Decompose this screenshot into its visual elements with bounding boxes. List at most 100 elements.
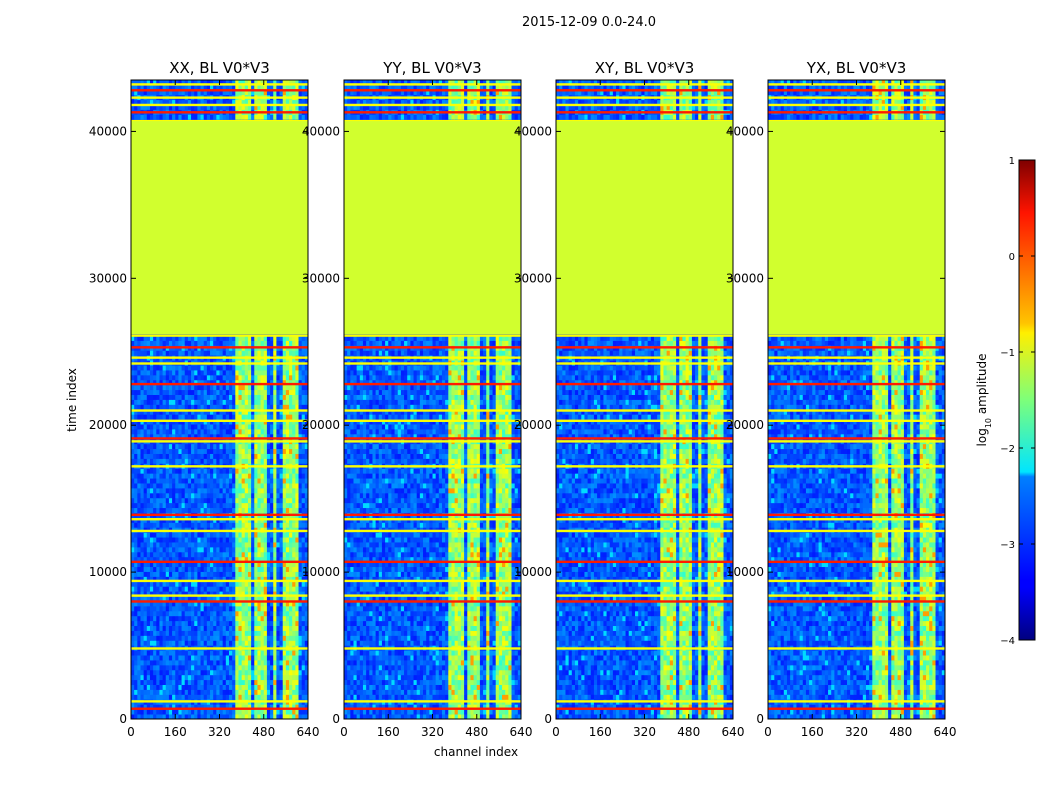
heatmap-cell — [216, 508, 220, 513]
heatmap-cell — [264, 503, 268, 508]
heatmap-cell — [295, 537, 299, 542]
heatmap-cell — [144, 650, 148, 655]
heatmap-cell — [254, 680, 258, 685]
heatmap-cell — [210, 532, 214, 537]
heatmap-cell — [257, 404, 261, 409]
heatmap-cell — [182, 449, 186, 454]
heatmap-cell — [185, 626, 189, 631]
heatmap-cell — [232, 547, 236, 552]
heatmap-cell — [216, 498, 220, 503]
heatmap-cell — [150, 522, 154, 527]
heatmap-cell — [220, 458, 224, 463]
heatmap-cell — [299, 626, 303, 631]
heatmap-cell — [172, 572, 176, 577]
heatmap-cell — [289, 631, 293, 636]
heatmap-cell — [270, 680, 274, 685]
heatmap-cell — [163, 631, 167, 636]
heatmap-cell — [238, 532, 242, 537]
heatmap-cell — [207, 586, 211, 591]
heatmap-cell — [242, 444, 246, 449]
heatmap-cell — [210, 650, 214, 655]
heatmap-cell — [213, 586, 217, 591]
heatmap-cell — [286, 690, 290, 695]
heatmap-cell — [302, 640, 306, 645]
heatmap-cell — [204, 675, 208, 680]
heatmap-cell — [295, 616, 299, 621]
heatmap-cell — [210, 429, 214, 434]
heatmap-cell — [163, 552, 167, 557]
heatmap-cell — [248, 567, 252, 572]
heatmap-cell — [248, 670, 252, 675]
heatmap-cell — [289, 390, 293, 395]
heatmap-cell — [280, 635, 284, 640]
heatmap-cell — [172, 626, 176, 631]
heatmap-cell — [213, 690, 217, 695]
heatmap-cell — [188, 454, 192, 459]
heatmap-cell — [207, 414, 211, 419]
heatmap-cell — [140, 621, 144, 626]
heatmap-cell — [201, 404, 205, 409]
heatmap-cell — [178, 690, 182, 695]
heatmap-cell — [201, 680, 205, 685]
heatmap-cell — [213, 640, 217, 645]
heatmap-cell — [220, 581, 224, 586]
heatmap-cell — [248, 483, 252, 488]
heatmap-cell — [166, 690, 170, 695]
heatmap-cell — [295, 478, 299, 483]
heatmap-cell — [232, 581, 236, 586]
heatmap-cell — [178, 483, 182, 488]
heatmap-cell — [261, 626, 265, 631]
heatmap-cell — [299, 390, 303, 395]
heatmap-cell — [140, 670, 144, 675]
heatmap-cell — [270, 547, 274, 552]
heatmap-cell — [238, 468, 242, 473]
heatmap-cell — [270, 385, 274, 390]
heatmap-cell — [153, 581, 157, 586]
heatmap-cell — [188, 400, 192, 405]
heatmap-cell — [299, 581, 303, 586]
heatmap-cell — [216, 660, 220, 665]
heatmap-cell — [270, 660, 274, 665]
heatmap-cell — [178, 572, 182, 577]
heatmap-cell — [213, 498, 217, 503]
heatmap-cell — [166, 458, 170, 463]
heatmap-cell — [169, 532, 173, 537]
heatmap-cell — [276, 395, 280, 400]
heatmap-cell — [276, 493, 280, 498]
heatmap-cell — [216, 572, 220, 577]
heatmap-cell — [153, 522, 157, 527]
heatmap-cell — [223, 547, 227, 552]
heatmap-cell — [257, 611, 261, 616]
heatmap-cell — [191, 621, 195, 626]
heatmap-cell — [270, 458, 274, 463]
heatmap-cell — [194, 449, 198, 454]
heatmap-cell — [280, 390, 284, 395]
heatmap-cell — [280, 458, 284, 463]
heatmap-cell — [257, 483, 261, 488]
heatmap-cell — [257, 586, 261, 591]
heatmap-cell — [144, 542, 148, 547]
heatmap-cell — [273, 665, 277, 670]
heatmap-cell — [292, 493, 296, 498]
heatmap-cell — [257, 680, 261, 685]
heatmap-cell — [238, 454, 242, 459]
heatmap-cell — [245, 655, 249, 660]
heatmap-cell — [270, 503, 274, 508]
heatmap-cell — [194, 385, 198, 390]
heatmap-cell — [188, 424, 192, 429]
heatmap-cell — [216, 635, 220, 640]
heatmap-cell — [242, 635, 246, 640]
heatmap-cell — [172, 498, 176, 503]
heatmap-cell — [140, 675, 144, 680]
heatmap-cell — [159, 665, 163, 670]
heatmap-cell — [254, 473, 258, 478]
heatmap-cell — [159, 650, 163, 655]
heatmap-cell — [238, 390, 242, 395]
heatmap-cell — [232, 454, 236, 459]
heatmap-cell — [286, 498, 290, 503]
heatmap-cell — [267, 449, 271, 454]
heatmap-cell — [289, 458, 293, 463]
heatmap-cell — [159, 685, 163, 690]
heatmap-cell — [175, 522, 179, 527]
heatmap-cell — [229, 547, 233, 552]
